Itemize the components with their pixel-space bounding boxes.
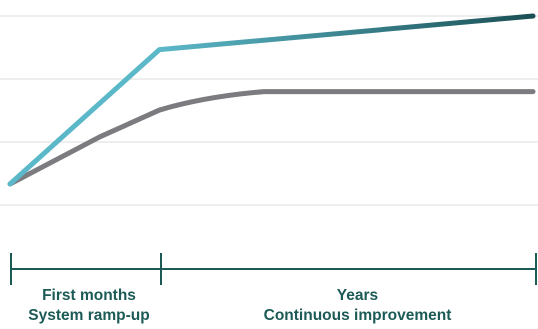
timeline-axis — [10, 253, 537, 285]
phase-label-improvement: Years Continuous improvement — [161, 286, 538, 326]
phase-improvement-title: Years — [336, 287, 379, 304]
phase-ramp-up-title: First months — [42, 287, 136, 304]
series-lines — [7, 13, 536, 187]
series-line-gray — [7, 89, 536, 187]
phase-label-ramp-up: First months System ramp-up — [0, 286, 178, 326]
phase-ramp-up-subtitle: System ramp-up — [28, 307, 150, 324]
series-line-teal — [7, 13, 536, 187]
gridlines — [0, 15, 538, 206]
phase-improvement-subtitle: Continuous improvement — [263, 307, 452, 324]
